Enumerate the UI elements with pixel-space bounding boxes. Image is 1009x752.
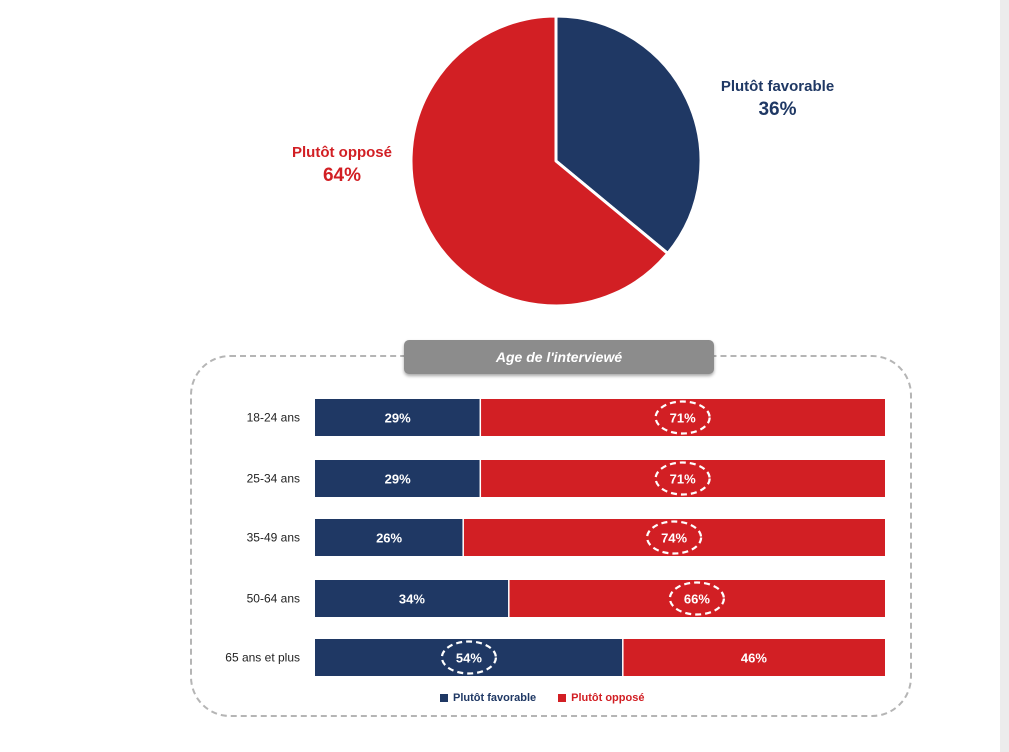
bar-value-label: 66% bbox=[684, 592, 710, 607]
legend-swatch-favorable bbox=[440, 694, 448, 702]
page-edge-strip bbox=[1000, 0, 1009, 752]
legend-label-favorable: Plutôt favorable bbox=[453, 692, 537, 704]
legend-swatch-oppose bbox=[558, 694, 567, 702]
pie-label-oppose-name: Plutôt opposé bbox=[292, 144, 392, 161]
bar-value-label: 29% bbox=[385, 411, 411, 426]
bar-segment-oppose bbox=[480, 460, 885, 497]
category-label: 25-34 ans bbox=[247, 472, 300, 486]
legend-label-oppose: Plutôt opposé bbox=[571, 692, 645, 704]
highlight-circle bbox=[645, 520, 703, 555]
highlight-circle bbox=[654, 400, 711, 435]
pie-label-favorable-name: Plutôt favorable bbox=[720, 78, 835, 95]
pie-slice-favorable bbox=[554, 14, 703, 255]
bar-value-label: 26% bbox=[376, 531, 402, 546]
category-label: 35-49 ans bbox=[247, 531, 300, 545]
bar-segment-favorable bbox=[315, 580, 509, 617]
pie-label-favorable: Plutôt favorable 36% bbox=[700, 78, 855, 121]
bar-legend: Plutôt favorable Plutôt opposé bbox=[440, 692, 644, 704]
pie-chart bbox=[409, 14, 703, 308]
bar-segment-oppose bbox=[622, 639, 885, 676]
category-label: 18-24 ans bbox=[247, 411, 300, 425]
legend-item-oppose: Plutôt opposé bbox=[558, 692, 644, 704]
pie-label-favorable-value: 36% bbox=[758, 99, 797, 120]
bar-segment-favorable bbox=[315, 460, 481, 497]
pie-label-oppose: Plutôt opposé 64% bbox=[262, 144, 422, 187]
category-label: 50-64 ans bbox=[247, 592, 300, 606]
bar-value-label: 34% bbox=[399, 592, 425, 607]
bar-value-label: 54% bbox=[456, 651, 482, 666]
pie-slice-oppose bbox=[409, 14, 670, 308]
bar-value-label: 71% bbox=[670, 411, 696, 426]
highlight-circle bbox=[668, 581, 726, 616]
highlight-circle bbox=[654, 461, 711, 496]
bar-segment-oppose bbox=[463, 519, 885, 556]
bar-segment-favorable bbox=[315, 519, 464, 556]
pie-label-oppose-value: 64% bbox=[322, 165, 362, 186]
legend-item-favorable: Plutôt favorable bbox=[440, 692, 536, 704]
bar-segment-oppose bbox=[508, 580, 885, 617]
highlight-circle bbox=[440, 640, 497, 675]
bar-segment-favorable bbox=[315, 399, 481, 436]
bar-value-label: 74% bbox=[661, 531, 687, 546]
bar-value-label: 29% bbox=[385, 472, 411, 487]
age-panel-title: Age de l'interviewé bbox=[404, 340, 714, 374]
category-label: 65 ans et plus bbox=[225, 651, 300, 665]
bar-segment-favorable bbox=[315, 639, 623, 676]
bar-value-label: 46% bbox=[741, 651, 767, 666]
bar-segment-oppose bbox=[480, 399, 885, 436]
bar-value-label: 71% bbox=[670, 472, 696, 487]
